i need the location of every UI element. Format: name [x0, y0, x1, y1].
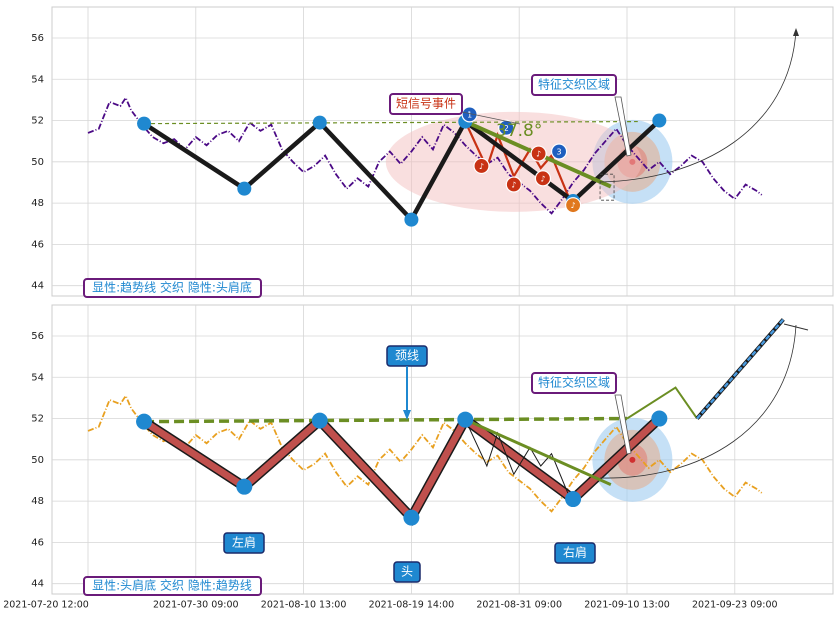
- trend-node: [312, 115, 327, 130]
- signal-marker: [461, 106, 478, 123]
- y-tick-label: 52: [31, 414, 44, 425]
- signal-marker: [505, 176, 522, 193]
- trend-node: [652, 113, 667, 128]
- y-tick-label: 44: [31, 579, 44, 590]
- signal-marker: [564, 197, 582, 214]
- left-shoulder-box: [223, 532, 265, 554]
- plot-area-2: [51, 304, 834, 595]
- y-tick-label: 54: [31, 372, 44, 383]
- short-signal-pointer: [461, 111, 521, 125]
- neckline: [144, 120, 638, 125]
- footer-box-1: [83, 278, 262, 298]
- y-tick-label: 44: [31, 281, 44, 292]
- signal-marker: [498, 119, 515, 136]
- signal-marker-label: ♪: [479, 162, 484, 171]
- footer-label: 显性:头肩底 交织 隐性:趋势线: [92, 578, 252, 593]
- signal-marker-label: ♪: [536, 150, 541, 159]
- y-tick-label: 48: [31, 496, 44, 507]
- projection-curve: [599, 324, 797, 479]
- pattern-node: [457, 411, 474, 428]
- signal-marker: [530, 145, 547, 162]
- signal-marker-label: ♪: [571, 201, 576, 210]
- zone-pointer: [614, 394, 632, 455]
- zone-label-box: [531, 372, 617, 394]
- trend-node: [404, 212, 419, 227]
- trend-node: [137, 116, 152, 131]
- pattern-node: [136, 413, 153, 430]
- head-label: 头: [401, 565, 413, 579]
- projection-arrowhead: [793, 28, 799, 36]
- focus-box: [599, 173, 615, 201]
- signal-marker-label: 1: [467, 110, 472, 119]
- signal-marker: [534, 170, 552, 187]
- neckline-label: 颈线: [395, 349, 419, 363]
- pattern-node: [565, 491, 582, 508]
- x-tick-label: 2021-08-31 09:00: [476, 600, 562, 611]
- neckline: [144, 416, 628, 424]
- angle-label: 37.8°: [496, 121, 542, 141]
- y-tick-label: 50: [31, 455, 44, 466]
- x-tick-label: 2021-09-23 09:00: [692, 600, 778, 611]
- neckline-arrowhead: [403, 410, 411, 420]
- pattern-node: [403, 509, 420, 526]
- x-tick-label: 2021-08-19 14:00: [369, 600, 455, 611]
- signal-marker-label: ♪: [540, 174, 545, 183]
- signal-marker: [550, 143, 568, 160]
- y-tick-label: 56: [31, 331, 44, 342]
- price-line: [87, 393, 763, 513]
- x-tick-label: 2021-09-10 13:00: [584, 600, 670, 611]
- projection-line: [696, 318, 785, 420]
- footer-label: 显性:趋势线 交织 隐性:头肩底: [92, 280, 252, 295]
- short-signal-label: 短信号事件: [396, 97, 456, 111]
- y-tick-label: 46: [31, 239, 44, 250]
- y-tick-label: 46: [31, 537, 44, 548]
- pattern-node: [651, 410, 668, 427]
- y-tick-label: 56: [31, 33, 44, 44]
- target-marker: [783, 323, 809, 331]
- angle-line: [464, 418, 612, 486]
- signal-marker-label: 3: [557, 148, 562, 157]
- zone-center: [629, 456, 636, 463]
- x-tick-label: 2021-08-10 13:00: [261, 600, 347, 611]
- price-line: [87, 95, 763, 215]
- footer-box-2: [83, 576, 262, 596]
- right-shoulder-label: 右肩: [563, 545, 587, 560]
- left-shoulder-label: 左肩: [232, 535, 256, 550]
- y-tick-label: 48: [31, 198, 44, 209]
- zone-pointer: [614, 96, 632, 157]
- pattern-node: [236, 478, 253, 495]
- trend-node: [237, 181, 252, 196]
- right-shoulder-box: [554, 542, 596, 564]
- y-tick-label: 54: [31, 74, 44, 85]
- short-signal-box: [389, 93, 463, 115]
- y-tick-label: 50: [31, 157, 44, 168]
- projection-zigzag: [626, 386, 698, 420]
- zone-label: 特征交织区域: [538, 375, 610, 390]
- zone-label: 特征交织区域: [538, 77, 610, 92]
- signal-marker: [473, 157, 490, 175]
- signal-marker-label: 2: [504, 124, 509, 133]
- projection-curve: [599, 29, 797, 183]
- signal-region: [385, 111, 642, 212]
- head-box: [393, 561, 421, 583]
- signal-marker-label: ♪: [511, 181, 516, 190]
- y-tick-label: 52: [31, 116, 44, 127]
- x-tick-label: 2021-07-30 09:00: [153, 600, 239, 611]
- x-tick-label: 2021-07-20 12:00: [3, 600, 89, 611]
- zone-label-box: [531, 74, 617, 96]
- pattern-node: [311, 412, 328, 429]
